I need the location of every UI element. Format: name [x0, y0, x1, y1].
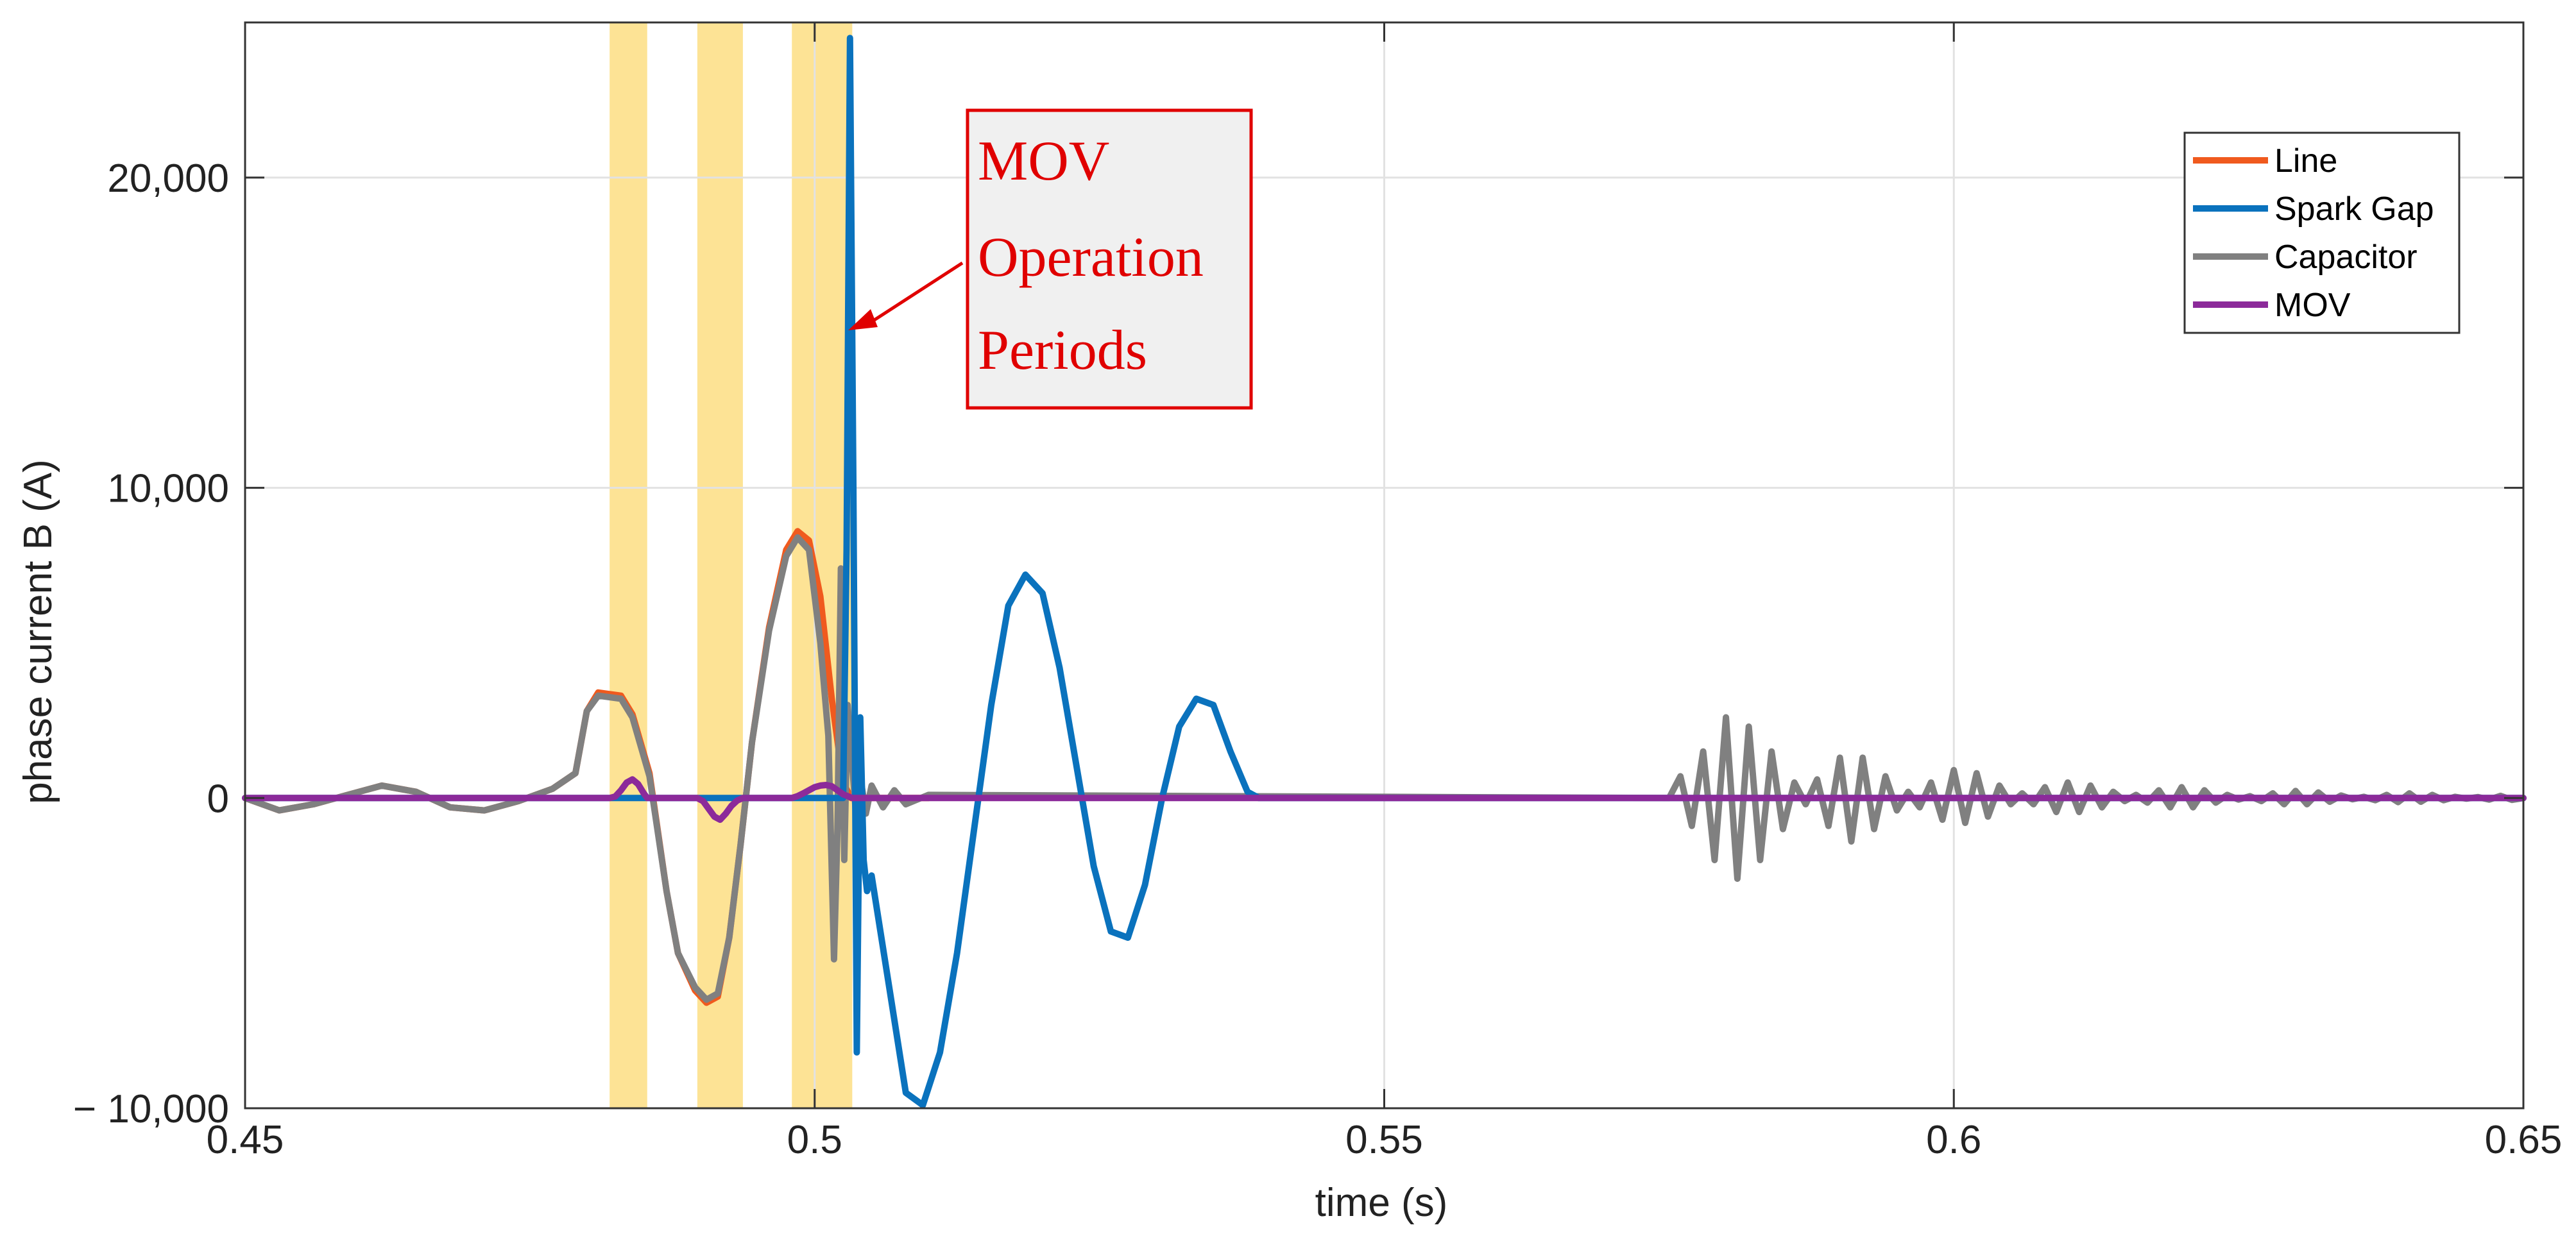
x-tick-label: 0.6 — [1926, 1118, 1981, 1162]
series-line-spark-gap — [242, 35, 2527, 1109]
legend: Line Spark Gap Capacitor MOV — [2183, 131, 2461, 334]
legend-label-spark-gap: Spark Gap — [2274, 190, 2434, 228]
legend-label-capacitor: Capacitor — [2274, 239, 2418, 276]
annotation-arrow-shaft — [870, 261, 964, 324]
series-line-mov — [242, 776, 2527, 823]
series-lines — [242, 35, 2527, 1109]
annotation-line-1: MOV — [978, 130, 1109, 192]
y-tick-label: 20,000 — [107, 156, 229, 201]
y-tick-label: 0 — [207, 777, 229, 821]
axes — [244, 21, 2525, 1110]
y-tick-label: − 10,000 — [73, 1087, 229, 1131]
y-tick-label: 10,000 — [107, 467, 229, 511]
annotation: MOV Operation Periods — [848, 108, 1253, 410]
y-axis-label: phase current B (A) — [16, 459, 60, 804]
legend-label-line: Line — [2274, 142, 2337, 180]
annotation-box — [966, 108, 1253, 410]
highlight-period-1 — [610, 22, 647, 1108]
x-axis-label: time (s) — [1315, 1181, 1448, 1225]
annotation-line-3: Periods — [978, 319, 1147, 382]
highlight-periods — [610, 22, 853, 1108]
legend-box — [2183, 131, 2461, 334]
legend-label-mov: MOV — [2274, 287, 2351, 324]
x-tick-label: 0.55 — [1345, 1118, 1423, 1162]
x-tick-label: 0.45 — [207, 1118, 284, 1162]
annotation-arrowhead — [848, 309, 878, 330]
highlight-period-2 — [697, 22, 743, 1108]
annotation-line-2: Operation — [978, 226, 1204, 289]
highlight-period-3 — [792, 22, 853, 1108]
x-tick-label: 0.5 — [787, 1118, 842, 1162]
x-tick-label: 0.65 — [2485, 1118, 2563, 1162]
tick-labels: 0.45 0.5 0.55 0.6 0.65 − 10,000 0 10,000 20,000 — [73, 156, 2562, 1162]
